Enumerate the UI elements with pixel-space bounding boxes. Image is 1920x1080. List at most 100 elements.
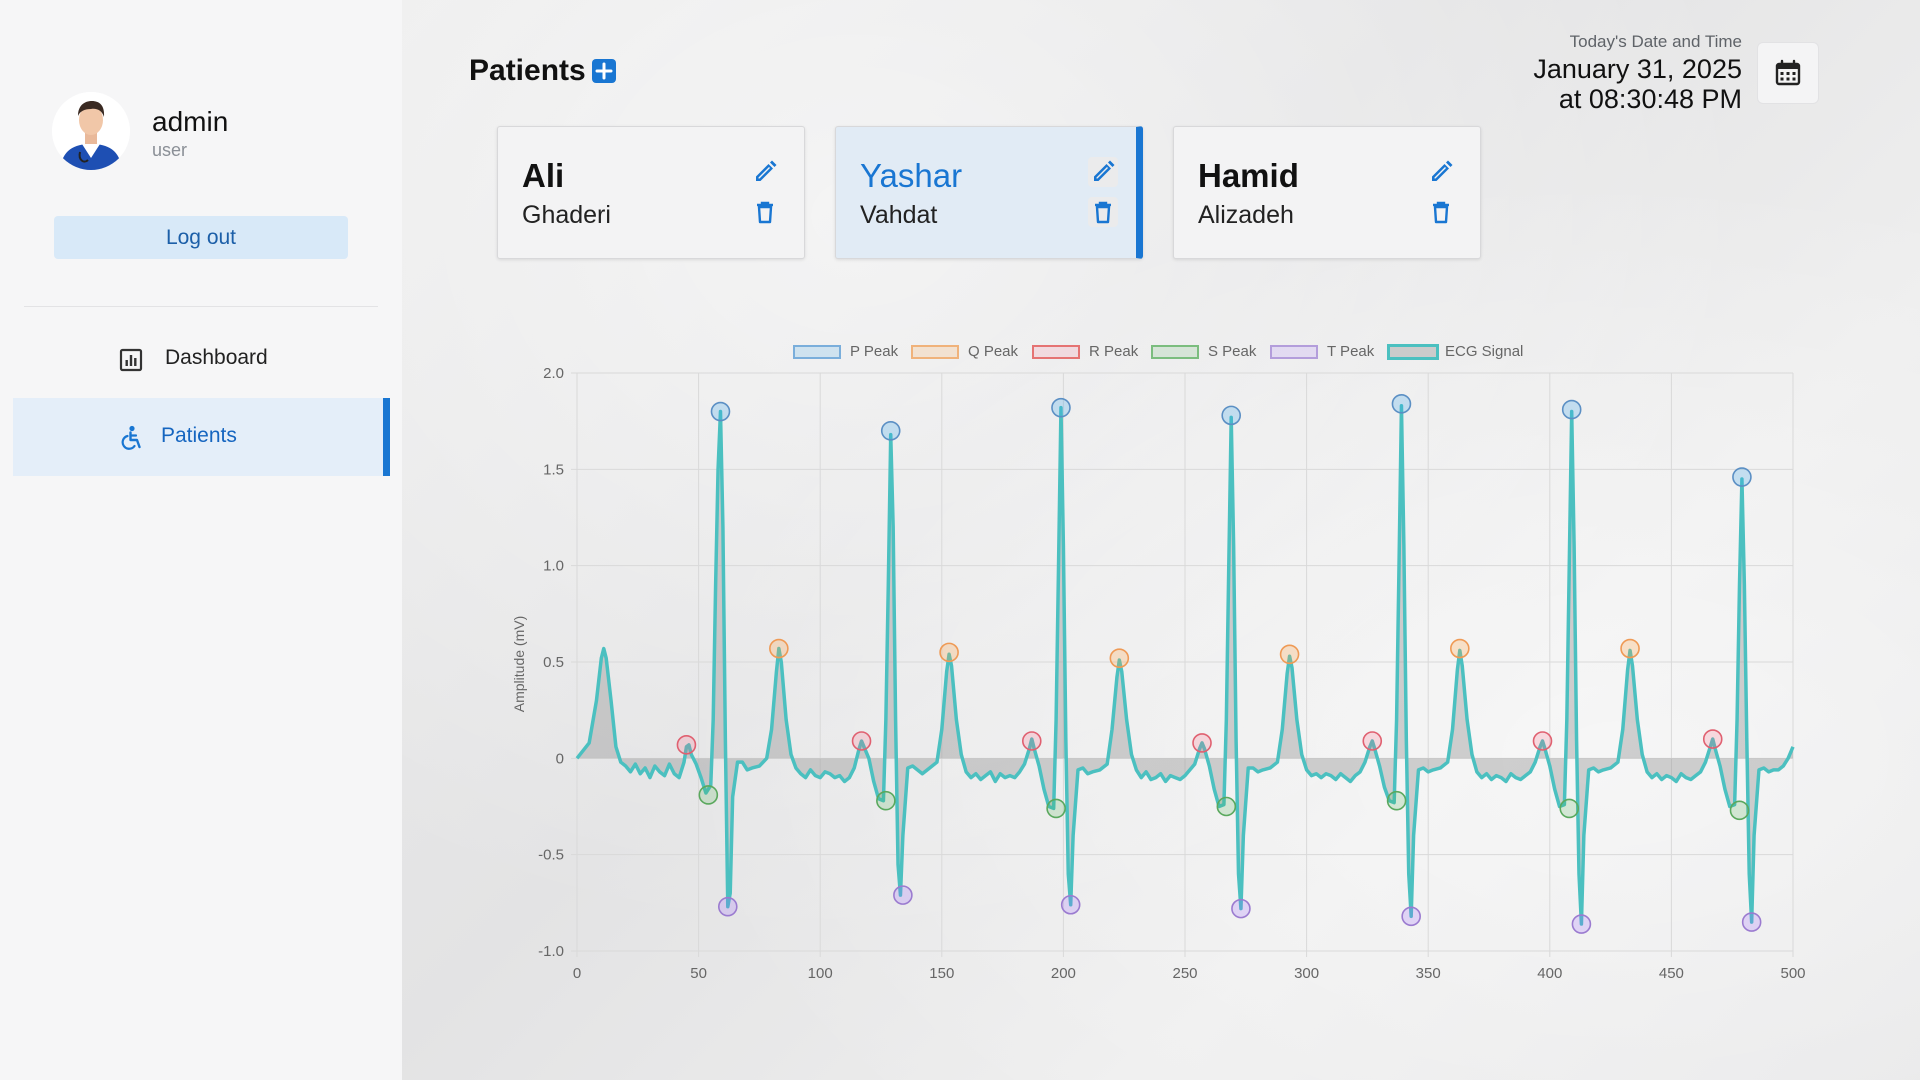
ecg-signal-area [577, 405, 1793, 925]
ecg-signal-line [575, 404, 1795, 926]
legend-swatch [1032, 345, 1080, 359]
r-peak-marker [1192, 733, 1212, 753]
current-time: at 08:30:48 PM [1558, 84, 1742, 114]
r-peak-marker [1532, 731, 1553, 751]
edit-patient-button[interactable] [1426, 157, 1456, 187]
x-tick-label: 450 [1659, 965, 1684, 982]
s-peak-marker [1386, 790, 1407, 811]
pencil-icon [1094, 160, 1115, 181]
avatar [52, 92, 130, 170]
t-peak-marker [1571, 914, 1592, 934]
sidebar-item-label: Dashboard [165, 346, 268, 369]
wheelchair-icon [118, 425, 144, 451]
x-tick-label: 100 [808, 965, 833, 982]
trash-icon [1433, 201, 1449, 224]
legend-label: Q Peak [968, 343, 1019, 360]
datetime-label: Today's Date and Time [1569, 32, 1742, 51]
q-peak-marker [939, 642, 959, 663]
r-peak-marker [676, 735, 697, 755]
s-peak-marker [1216, 796, 1237, 817]
trash-icon [757, 201, 773, 224]
patient-last-name: Ghaderi [522, 201, 611, 229]
q-peak-marker [1109, 648, 1130, 668]
legend-swatch [793, 345, 841, 359]
x-tick-label: 50 [690, 965, 707, 982]
delete-patient-button[interactable] [1088, 197, 1118, 227]
x-tick-label: 150 [929, 965, 954, 982]
t-peak-marker [1231, 898, 1251, 919]
chart-box-icon [118, 347, 144, 373]
p-peak-marker [1561, 399, 1582, 420]
y-axis-title: Amplitude (mV) [511, 616, 527, 712]
t-peak-marker [1741, 912, 1762, 932]
logout-button[interactable]: Log out [54, 216, 348, 259]
sidebar-item-patients[interactable]: Patients [13, 398, 390, 476]
r-peak-marker [1362, 731, 1383, 751]
user-name: admin [152, 106, 229, 137]
page-title: Patients [469, 54, 586, 87]
s-peak-marker [1046, 798, 1066, 819]
calendar-button[interactable] [1757, 42, 1819, 104]
legend-label: R Peak [1089, 343, 1139, 360]
y-tick-label: 1.5 [543, 461, 564, 478]
pencil-icon [1432, 160, 1453, 181]
p-peak-marker [880, 420, 901, 441]
patient-first-name: Hamid [1198, 157, 1299, 194]
sidebar-divider [24, 306, 378, 307]
q-peak-marker [1620, 638, 1640, 659]
add-patient-button[interactable] [592, 59, 616, 83]
patient-card-selected[interactable]: Yashar Vahdat [835, 126, 1143, 259]
p-peak-marker [1051, 397, 1071, 418]
edit-patient-button[interactable] [750, 157, 780, 187]
user-role: user [152, 140, 188, 160]
sidebar-item-dashboard[interactable]: Dashboard [13, 320, 390, 398]
legend-swatch [911, 345, 959, 359]
t-peak-marker [1401, 906, 1421, 927]
x-tick-label: 400 [1537, 965, 1562, 982]
p-peak-marker [1221, 405, 1242, 426]
q-peak-marker [769, 638, 789, 659]
s-peak-marker [1729, 800, 1750, 821]
p-peak-marker [710, 401, 731, 422]
x-tick-label: 250 [1172, 965, 1197, 982]
sidebar: admin user Log out Dashboard Patients [0, 0, 402, 1080]
patient-card[interactable]: Ali Ghaderi [497, 126, 805, 259]
patient-last-name: Vahdat [860, 201, 938, 229]
edit-patient-button[interactable] [1088, 157, 1118, 187]
t-peak-marker [1060, 894, 1081, 915]
legend-swatch [1270, 345, 1318, 359]
calendar-icon [1775, 59, 1801, 86]
t-peak-marker [893, 885, 913, 905]
y-tick-label: 1.0 [543, 558, 564, 575]
q-peak-marker [1279, 644, 1300, 665]
legend-label: P Peak [850, 343, 899, 360]
delete-patient-button[interactable] [1426, 197, 1456, 227]
y-tick-label: 0.5 [543, 654, 564, 671]
x-tick-label: 0 [573, 965, 581, 982]
s-peak-marker [876, 790, 896, 811]
r-peak-marker [1702, 729, 1723, 749]
p-peak-marker [1732, 467, 1752, 487]
t-peak-marker [717, 896, 738, 917]
legend-label: T Peak [1327, 343, 1375, 360]
patient-card[interactable]: Hamid Alizadeh [1173, 126, 1481, 259]
patient-first-name: Ali [522, 157, 565, 194]
chart-legend: P Peak Q Peak R Peak S Peak T Peak ECG S… [0, 342, 1920, 364]
r-peak-marker [851, 731, 872, 751]
q-peak-marker [1450, 638, 1470, 659]
y-tick-label: 0 [556, 750, 564, 767]
y-tick-label: 2.0 [543, 365, 564, 382]
s-peak-marker [698, 785, 719, 805]
plus-icon [595, 62, 613, 80]
r-peak-marker [1021, 731, 1042, 751]
delete-patient-button[interactable] [750, 197, 780, 227]
x-tick-label: 200 [1051, 965, 1076, 982]
legend-swatch [1387, 344, 1439, 360]
patient-first-name: Yashar [860, 157, 963, 194]
s-peak-marker [1559, 798, 1580, 819]
patient-last-name: Alizadeh [1198, 201, 1294, 229]
y-tick-label: -0.5 [538, 847, 564, 864]
y-tick-label: -1.0 [538, 943, 564, 960]
legend-label: S Peak [1208, 343, 1257, 360]
